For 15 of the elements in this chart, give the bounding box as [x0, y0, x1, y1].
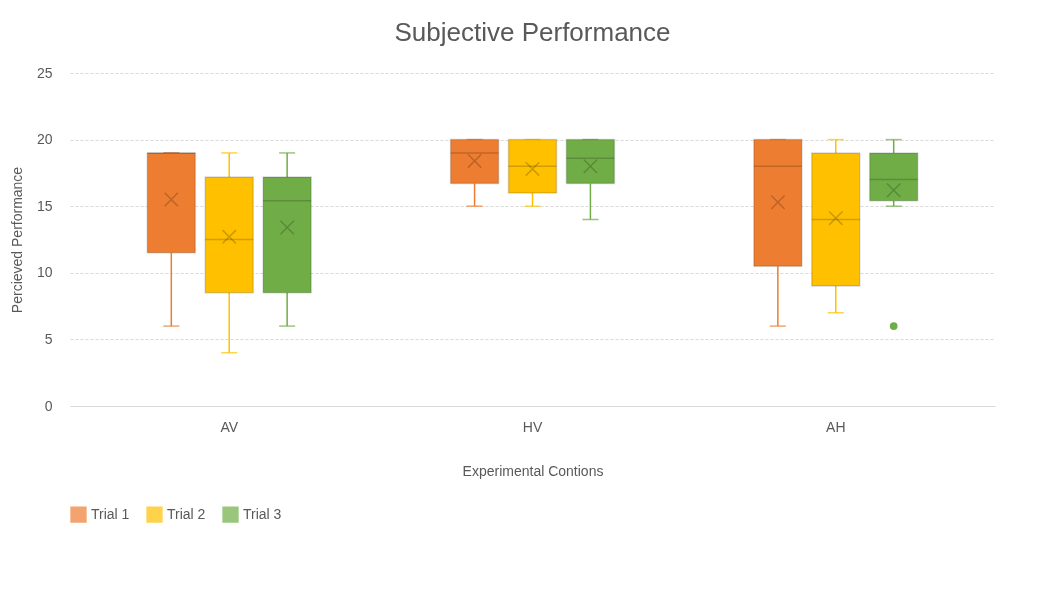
y-tick-label: 5	[44, 330, 53, 347]
y-tick-label: 15	[36, 197, 53, 214]
y-tick-label: 0	[44, 397, 53, 414]
legend-label: Trial 1	[91, 505, 130, 522]
legend-label: Trial 3	[243, 505, 282, 522]
y-tick-label: 25	[36, 64, 53, 81]
y-axis-title: Percieved Performance	[8, 166, 25, 314]
y-tick-label: 20	[36, 131, 53, 148]
legend-label: Trial 2	[167, 505, 206, 522]
y-tick-label: 10	[36, 264, 53, 281]
chart-title: Subjective Performance	[394, 17, 671, 47]
x-tick-label: AH	[826, 418, 846, 435]
x-tick-label: AV	[220, 418, 239, 435]
x-axis-title: Experimental Contions	[462, 462, 604, 479]
x-tick-label: HV	[522, 418, 543, 435]
